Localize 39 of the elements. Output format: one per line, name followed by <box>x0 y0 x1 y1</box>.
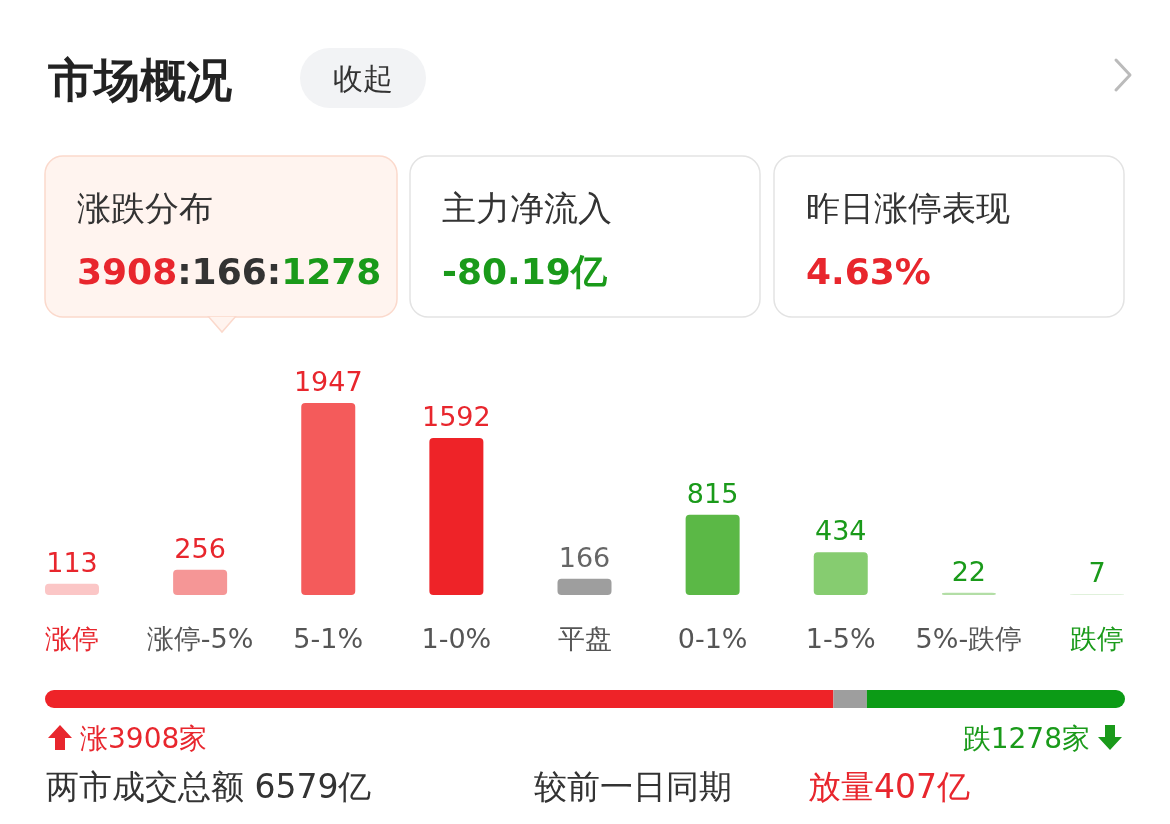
bar <box>941 592 996 595</box>
data-label: 1592 <box>422 401 491 433</box>
bar <box>557 578 612 595</box>
x-tick-label: 1-0% <box>421 623 492 654</box>
bar <box>301 403 356 595</box>
text: 主力净流入 <box>442 188 612 228</box>
data-label: 1947 <box>293 366 363 397</box>
text: 放量407亿 <box>808 767 970 806</box>
data-label: 434 <box>814 515 867 547</box>
data-label: 815 <box>686 477 739 509</box>
text: 昨日涨停表现 <box>806 188 1010 228</box>
text: 涨跌分布 <box>77 188 213 228</box>
data-label: 113 <box>46 546 98 578</box>
bar <box>173 569 228 595</box>
text: 3908:166:1278 <box>77 251 382 292</box>
x-tick-label: 1-5% <box>805 623 876 654</box>
bar <box>45 583 99 595</box>
x-tick-label: 5%-跌停 <box>915 623 1023 654</box>
data-label: 256 <box>174 532 226 564</box>
bar <box>813 552 868 595</box>
text: 市场概况 <box>48 53 232 107</box>
x-tick-label: 平盘 <box>557 623 612 654</box>
data-label: 7 <box>1088 557 1106 589</box>
text: 跌1278家 <box>962 722 1090 755</box>
x-tick-label: 0-1% <box>677 623 748 654</box>
data-label: 22 <box>951 555 987 587</box>
x-tick-label: 涨停 <box>45 623 99 654</box>
bar <box>429 438 484 595</box>
x-tick-label: 5-1% <box>293 623 364 654</box>
text: 涨3908家 <box>80 722 208 755</box>
text: 收起 <box>333 61 393 96</box>
text: 4.63% <box>806 251 931 292</box>
x-tick-label: 跌停 <box>1070 623 1124 654</box>
text: 较前一日同期 <box>534 767 732 806</box>
x-tick-label: 涨停-5% <box>146 623 254 654</box>
text: -80.19亿 <box>442 251 608 292</box>
text: 两市成交总额 6579亿 <box>46 767 372 806</box>
bar <box>685 514 740 595</box>
data-label: 166 <box>558 541 611 573</box>
